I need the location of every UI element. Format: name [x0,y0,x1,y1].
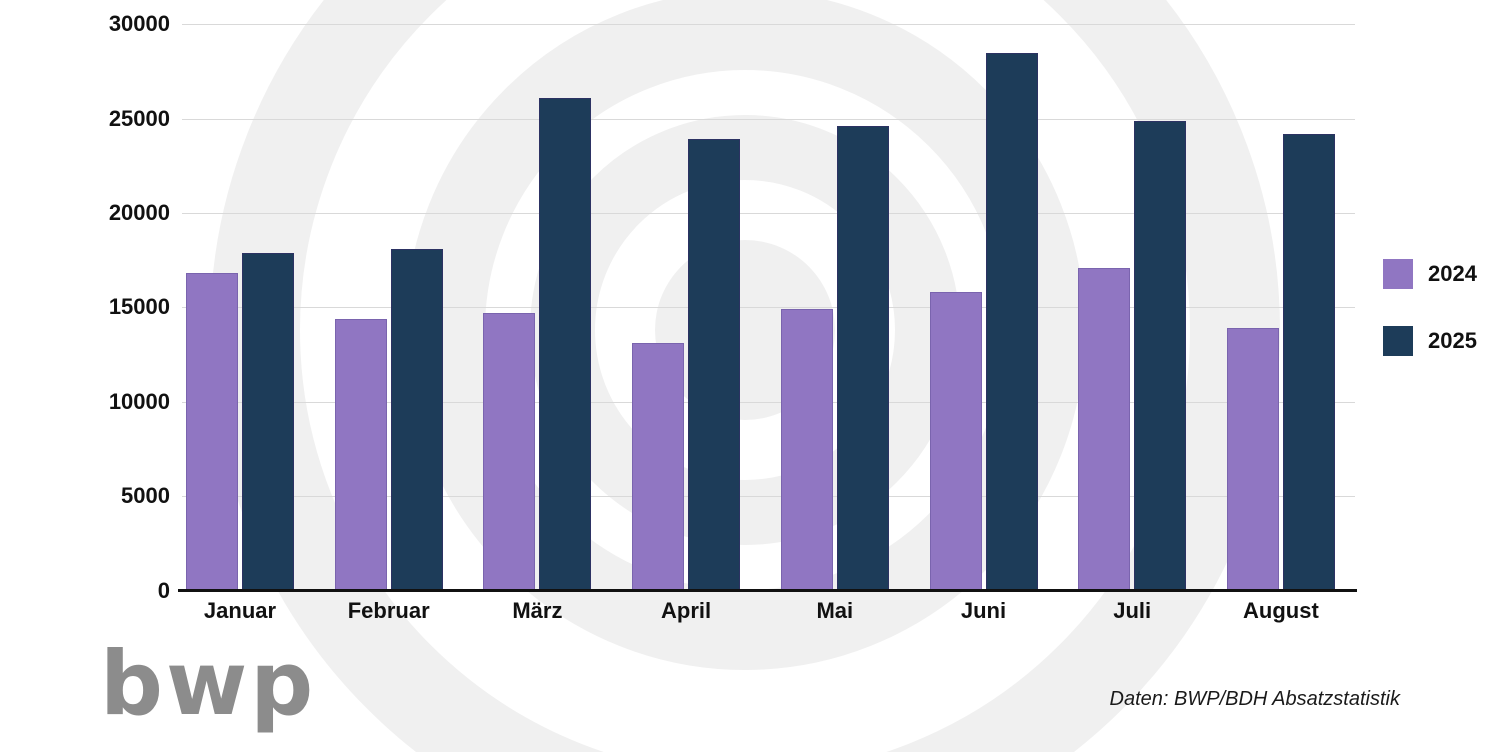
bar-2025-April [688,139,741,591]
legend-item-2025: 2025 [1383,326,1477,356]
x-axis-tick-label: Mai [816,598,854,623]
bar-2025-Mai [836,126,889,591]
legend-label: 2025 [1428,328,1477,353]
x-axis-tick-label: Juli [1113,598,1152,623]
gridline [182,401,1355,403]
y-axis-tick-label: 15000 [108,294,170,320]
bar-2024-Mai [780,309,833,591]
bar-2024-Juli [1078,267,1131,591]
y-axis-tick-label: 10000 [108,388,170,414]
legend: 2024 2025 [1383,259,1477,393]
x-axis-tick-label: Januar [203,598,277,623]
gridline [182,307,1355,309]
bar-2024-März [483,313,536,591]
legend-swatch [1383,259,1413,289]
y-axis-tick-label: 30000 [108,11,170,37]
bar-2024-August [1226,328,1279,591]
bar-2025-Januar [242,252,294,591]
bar-2025-Juni [985,52,1038,591]
x-axis-tick-label: August [1243,598,1319,623]
bar-2024-Februar [334,318,387,591]
bar-2024-Juni [929,292,982,591]
legend-item-2024: 2024 [1383,259,1477,289]
gridline [182,118,1355,120]
x-axis-tick-label: Februar [347,598,430,623]
source-caption: Daten: BWP/BDH Absatzstatistik [1109,688,1400,710]
y-axis-tick-label: 0 [157,577,170,603]
x-axis-line [178,589,1357,592]
y-axis-tick-label: 20000 [108,200,170,225]
legend-label: 2024 [1428,261,1477,286]
bar-2025-Juli [1134,120,1187,591]
gridline [182,24,1355,26]
y-axis-tick-label: 25000 [108,105,170,131]
x-axis-tick-label: März [512,598,563,623]
gridline [182,213,1355,214]
bar-2024-Januar [186,273,238,591]
x-axis-tick-label: April [661,598,712,623]
y-axis-tick-label: 5000 [121,483,170,509]
gridline [182,496,1355,498]
bar-2025-Februar [390,248,443,591]
legend-swatch [1383,326,1413,356]
bar-2024-April [632,343,685,591]
bar-2025-August [1282,133,1335,591]
bwp-logo: bwp [100,632,317,735]
bar-2025-März [539,97,592,591]
x-axis-tick-label: Juni [960,598,1007,623]
